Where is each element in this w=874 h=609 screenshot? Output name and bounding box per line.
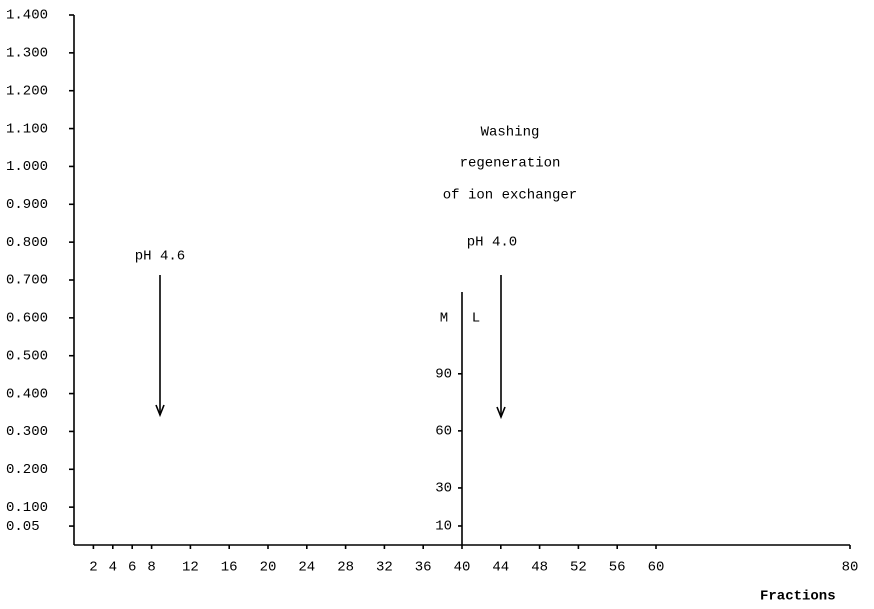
y2-label: L [472, 311, 480, 327]
arrow-head [496, 406, 506, 420]
y-tick-label: 0.500 [6, 348, 48, 364]
arrow-head [155, 404, 165, 418]
x-tick-label: 32 [376, 560, 393, 576]
y-tick-label: 0.05 [6, 519, 40, 535]
y2-tick-label: 90 [435, 367, 452, 383]
y-tick-label: 0.900 [6, 197, 48, 213]
annotation: pH 4.6 [135, 249, 185, 265]
y-tick-label: 1.200 [6, 83, 48, 99]
y2-tick-label: 30 [435, 481, 452, 497]
y2-tick-label: 60 [435, 424, 452, 440]
x-tick-label: 36 [415, 560, 432, 576]
x-tick-label: 6 [128, 560, 136, 576]
y2-label: M [440, 311, 448, 327]
y-tick-label: 1.100 [6, 121, 48, 137]
x-tick-label: 52 [570, 560, 587, 576]
x-tick-label: 44 [492, 560, 509, 576]
y-tick-label: 0.100 [6, 500, 48, 516]
y-tick-label: 0.800 [6, 235, 48, 251]
y-tick-label: 1.300 [6, 46, 48, 62]
x-tick-label: 60 [648, 560, 665, 576]
x-tick-label: 80 [842, 560, 859, 576]
y-tick-label: 0.200 [6, 462, 48, 478]
x-tick-label: 12 [182, 560, 199, 576]
annotation: regeneration [460, 156, 561, 172]
x-tick-label: 8 [147, 560, 155, 576]
annotation: Washing [481, 125, 540, 141]
x-tick-label: 20 [260, 560, 277, 576]
y-tick-label: 1.000 [6, 159, 48, 175]
y-tick-label: 0.700 [6, 273, 48, 289]
x-tick-label: 16 [221, 560, 238, 576]
annotation: pH 4.0 [467, 235, 517, 251]
x-tick-label: 28 [337, 560, 354, 576]
y-tick-label: 0.400 [6, 386, 48, 402]
y2-tick-label: 10 [435, 519, 452, 535]
y-tick-label: 1.400 [6, 8, 48, 24]
x-tick-label: 56 [609, 560, 626, 576]
x-tick-label: 24 [298, 560, 315, 576]
x-tick-label: 4 [109, 560, 117, 576]
x-tick-label: 48 [531, 560, 548, 576]
x-tick-label: 2 [89, 560, 97, 576]
x-axis-label: Fractions [760, 589, 836, 605]
annotation: of ion exchanger [443, 188, 577, 204]
y-tick-label: 0.600 [6, 311, 48, 327]
x-tick-label: 40 [454, 560, 471, 576]
y-tick-label: 0.300 [6, 424, 48, 440]
